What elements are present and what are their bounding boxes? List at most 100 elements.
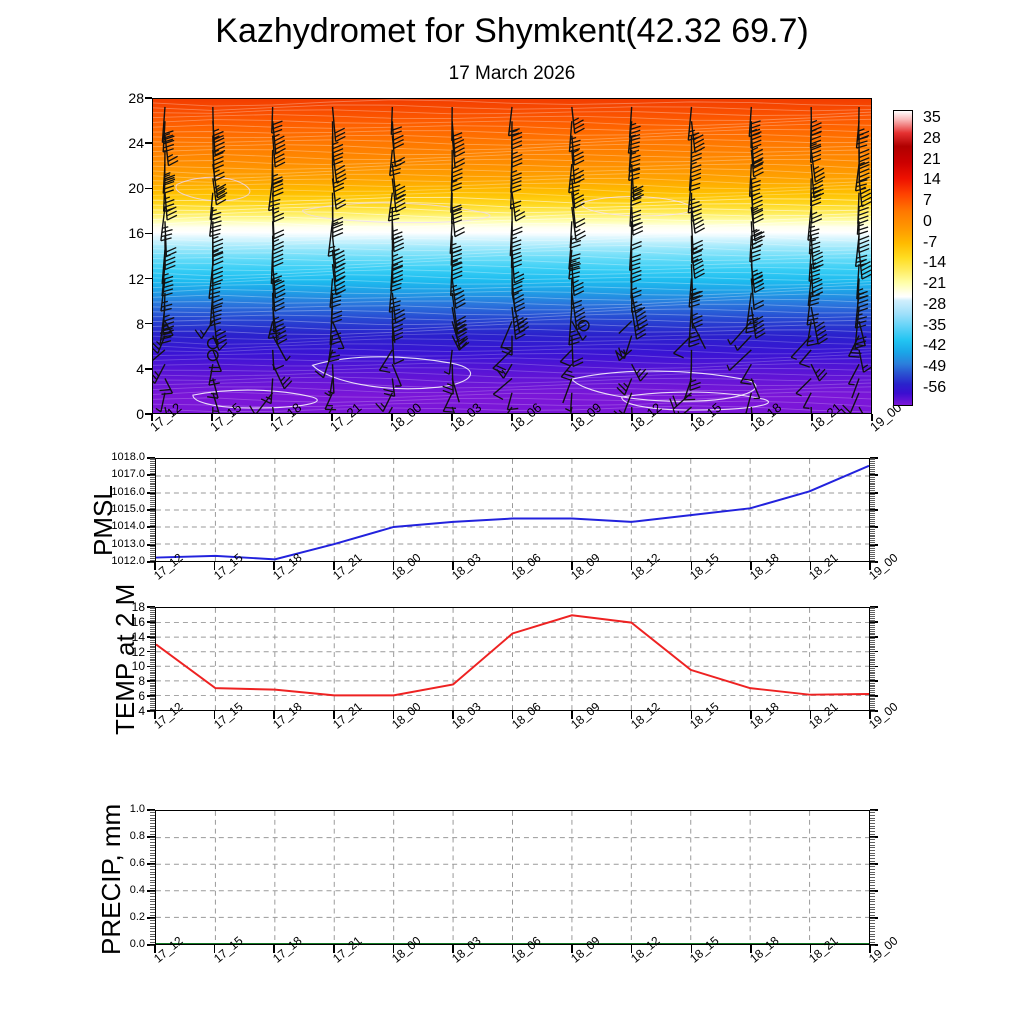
y-minor-tick	[150, 693, 155, 695]
y-minor-tick	[870, 906, 875, 908]
cross-section-y-tick	[145, 142, 152, 144]
y-minor-tick	[870, 522, 875, 524]
wind-barb	[618, 320, 633, 335]
wind-barb	[511, 206, 523, 236]
y-minor-tick	[150, 649, 155, 651]
y-minor-tick	[150, 472, 155, 474]
y-minor-tick	[870, 680, 875, 682]
y-minor-tick	[870, 509, 875, 511]
wind-barb	[164, 406, 168, 413]
y-minor-tick	[150, 710, 155, 712]
y-minor-tick	[150, 703, 155, 705]
calm-wind-circle	[577, 319, 590, 332]
wind-barb	[271, 135, 286, 168]
y-minor-tick	[150, 841, 155, 843]
y-tick-label: 0.8	[129, 830, 145, 842]
wind-barb	[331, 321, 345, 350]
y-minor-tick	[870, 459, 875, 461]
y-minor-tick	[870, 519, 875, 521]
y-minor-tick	[150, 636, 155, 638]
y-minor-tick	[150, 639, 155, 641]
wind-barb	[745, 292, 759, 334]
wind-barb	[630, 292, 649, 331]
y-minor-tick	[870, 710, 875, 712]
colorbar-tick-label: -35	[923, 316, 947, 334]
y-minor-tick	[150, 532, 155, 534]
y-minor-tick	[870, 917, 875, 919]
wind-barb	[560, 363, 575, 381]
y-minor-tick	[870, 457, 875, 459]
y-minor-tick	[150, 654, 155, 656]
wind-barb	[331, 121, 344, 158]
y-minor-tick	[870, 526, 875, 528]
x-tick	[511, 945, 514, 953]
y-minor-tick	[150, 619, 155, 621]
y-minor-tick	[870, 704, 875, 706]
wind-barb	[314, 349, 334, 379]
wind-barb	[451, 121, 466, 158]
cross-section-panel	[152, 98, 872, 414]
x-tick	[452, 562, 454, 570]
wind-barb	[810, 178, 822, 207]
y-minor-tick	[150, 551, 155, 553]
y-minor-tick	[150, 505, 155, 507]
y-tick-label: 8	[138, 674, 145, 689]
wind-barb	[750, 206, 766, 242]
y-minor-tick	[150, 833, 155, 835]
wind-barb	[161, 106, 174, 144]
wind-barb	[327, 221, 340, 257]
y-minor-tick	[150, 817, 155, 819]
x-tick	[392, 562, 395, 570]
wind-barb	[159, 378, 174, 395]
wind-barb	[810, 106, 822, 136]
y-minor-tick	[870, 936, 875, 938]
y-minor-tick	[870, 557, 875, 559]
wind-barb	[564, 392, 573, 412]
wind-barb	[451, 278, 466, 309]
y-minor-tick	[150, 697, 155, 699]
y-minor-tick	[150, 503, 155, 505]
y-tick-label: 1017.0	[111, 468, 145, 481]
y-minor-tick	[150, 606, 155, 608]
wind-barb	[451, 406, 456, 413]
wind-barb	[690, 292, 703, 329]
y-minor-tick	[150, 871, 155, 873]
y-tick-label: 1016.0	[111, 485, 145, 498]
wind-barb	[568, 306, 581, 346]
y-minor-tick	[150, 524, 155, 526]
y-minor-tick	[870, 559, 875, 561]
y-minor-tick	[870, 608, 875, 610]
y-minor-tick	[870, 521, 875, 523]
y-minor-tick	[150, 613, 155, 615]
cross-section-y-tick-label: 20	[128, 180, 144, 197]
wind-barb	[808, 249, 821, 282]
y-minor-tick	[870, 812, 875, 814]
wind-barb	[271, 349, 285, 371]
cross-section-y-tick	[145, 97, 152, 99]
y-minor-tick	[150, 936, 155, 938]
y-minor-tick	[870, 914, 875, 916]
y-minor-tick	[150, 482, 155, 484]
y-minor-tick	[870, 463, 875, 465]
wind-barb	[212, 392, 220, 413]
y-minor-tick	[150, 494, 155, 496]
wind-barb	[511, 306, 526, 340]
y-minor-tick	[150, 521, 155, 523]
wind-barb	[442, 364, 454, 395]
y-minor-tick	[150, 534, 155, 536]
wind-barb	[856, 264, 868, 300]
y-minor-tick	[870, 678, 875, 680]
y-minor-tick	[870, 621, 875, 623]
wind-barb	[492, 349, 513, 374]
y-minor-tick	[870, 656, 875, 658]
y-minor-tick	[870, 928, 875, 930]
y-minor-tick	[150, 665, 155, 667]
wind-barb	[271, 264, 286, 299]
y-minor-tick	[870, 486, 875, 488]
y-tick-label: 14	[131, 629, 145, 644]
y-minor-tick	[150, 465, 155, 467]
x-tick	[690, 945, 692, 953]
precip-panel	[155, 810, 870, 945]
y-minor-tick	[870, 841, 875, 843]
y-minor-tick	[870, 482, 875, 484]
